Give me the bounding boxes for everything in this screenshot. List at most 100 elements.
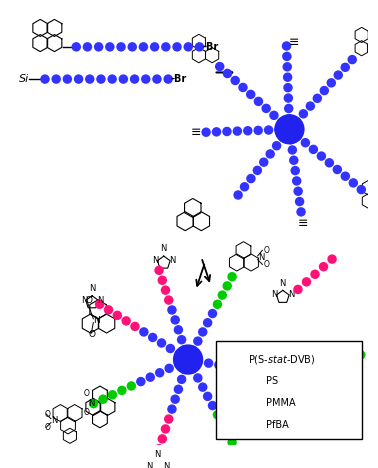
Text: ≡: ≡ [191, 126, 201, 139]
Circle shape [163, 74, 173, 84]
Circle shape [174, 325, 183, 335]
Circle shape [180, 345, 190, 354]
Circle shape [238, 83, 248, 92]
Text: ≡: ≡ [288, 36, 299, 49]
Circle shape [174, 359, 183, 369]
Text: N: N [93, 316, 100, 325]
Circle shape [203, 392, 212, 401]
Circle shape [292, 117, 301, 126]
Circle shape [89, 399, 98, 409]
Circle shape [242, 398, 251, 408]
Circle shape [254, 97, 263, 106]
Text: O: O [263, 246, 269, 255]
Circle shape [208, 309, 217, 318]
Circle shape [121, 316, 131, 326]
Circle shape [203, 318, 212, 328]
Text: ≡: ≡ [298, 217, 308, 230]
Text: PS: PS [266, 376, 278, 387]
Circle shape [277, 117, 287, 127]
Circle shape [249, 377, 259, 386]
Circle shape [94, 42, 103, 51]
Circle shape [170, 315, 180, 325]
Circle shape [107, 74, 117, 84]
Circle shape [150, 42, 160, 51]
Circle shape [177, 374, 186, 384]
Circle shape [108, 390, 117, 400]
Circle shape [223, 281, 232, 291]
Circle shape [130, 74, 139, 84]
Circle shape [198, 382, 208, 392]
Circle shape [225, 362, 234, 372]
Circle shape [174, 385, 183, 394]
Circle shape [286, 135, 296, 144]
Circle shape [164, 364, 174, 373]
Circle shape [282, 41, 291, 51]
Circle shape [227, 420, 236, 430]
Text: N: N [288, 291, 294, 300]
Circle shape [240, 182, 249, 191]
Circle shape [234, 398, 244, 408]
Circle shape [234, 420, 244, 430]
Text: N: N [81, 296, 87, 305]
Circle shape [113, 311, 122, 320]
Circle shape [347, 353, 357, 363]
Circle shape [282, 62, 292, 72]
Circle shape [288, 145, 297, 155]
Circle shape [152, 74, 162, 84]
Circle shape [130, 322, 140, 331]
Circle shape [116, 42, 126, 51]
Circle shape [222, 127, 232, 136]
Circle shape [227, 272, 237, 281]
Circle shape [105, 42, 115, 51]
Circle shape [341, 171, 350, 181]
Circle shape [221, 349, 242, 370]
Circle shape [327, 78, 336, 88]
Circle shape [232, 447, 242, 456]
Circle shape [284, 104, 293, 113]
Text: O: O [84, 389, 90, 398]
Circle shape [175, 349, 184, 359]
Circle shape [95, 300, 104, 309]
Circle shape [231, 76, 240, 85]
Circle shape [170, 395, 180, 404]
Circle shape [127, 381, 136, 391]
Text: N: N [258, 253, 264, 262]
Circle shape [313, 94, 322, 103]
Circle shape [259, 157, 268, 167]
Circle shape [127, 42, 137, 51]
Circle shape [296, 207, 306, 217]
Circle shape [98, 395, 108, 404]
Circle shape [301, 138, 310, 147]
Circle shape [161, 285, 170, 295]
Circle shape [242, 420, 251, 430]
Circle shape [283, 73, 292, 82]
Circle shape [164, 414, 174, 424]
Circle shape [161, 424, 170, 434]
Text: -Br: -Br [171, 74, 187, 84]
Circle shape [194, 357, 203, 366]
Circle shape [234, 377, 244, 386]
Circle shape [166, 344, 175, 353]
Circle shape [262, 103, 271, 113]
Text: N: N [51, 416, 57, 425]
Circle shape [218, 419, 227, 429]
Circle shape [158, 434, 167, 444]
Circle shape [51, 74, 61, 84]
Circle shape [333, 70, 343, 80]
Circle shape [40, 74, 50, 84]
Circle shape [146, 373, 155, 382]
Circle shape [325, 158, 334, 168]
Circle shape [291, 166, 300, 176]
Circle shape [339, 356, 349, 366]
Circle shape [227, 398, 236, 408]
Circle shape [183, 42, 193, 51]
Text: O: O [44, 410, 50, 418]
Circle shape [136, 377, 146, 386]
Circle shape [341, 63, 350, 72]
Circle shape [141, 74, 150, 84]
Circle shape [327, 255, 337, 264]
Text: O: O [328, 371, 335, 380]
Circle shape [96, 74, 106, 84]
Circle shape [188, 345, 198, 355]
Circle shape [173, 344, 203, 375]
